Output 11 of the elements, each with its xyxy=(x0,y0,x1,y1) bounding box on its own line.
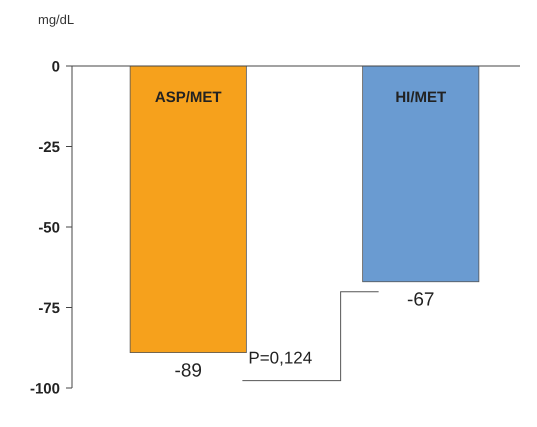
x-tick-label: HI/MET xyxy=(395,89,446,106)
x-tick-label: ASP/MET xyxy=(154,89,222,106)
data-label: -67 xyxy=(407,290,434,311)
y-axis-title: mg/dL xyxy=(38,12,74,27)
y-tick-label: -25 xyxy=(38,138,60,156)
y-tick-label: -100 xyxy=(30,380,60,398)
y-tick-label: -75 xyxy=(38,300,60,317)
y-tick-label: -50 xyxy=(38,219,60,236)
data-label: -89 xyxy=(174,360,202,382)
annotation: P=0,124 xyxy=(248,348,312,368)
y-tick-label: 0 xyxy=(52,58,60,76)
